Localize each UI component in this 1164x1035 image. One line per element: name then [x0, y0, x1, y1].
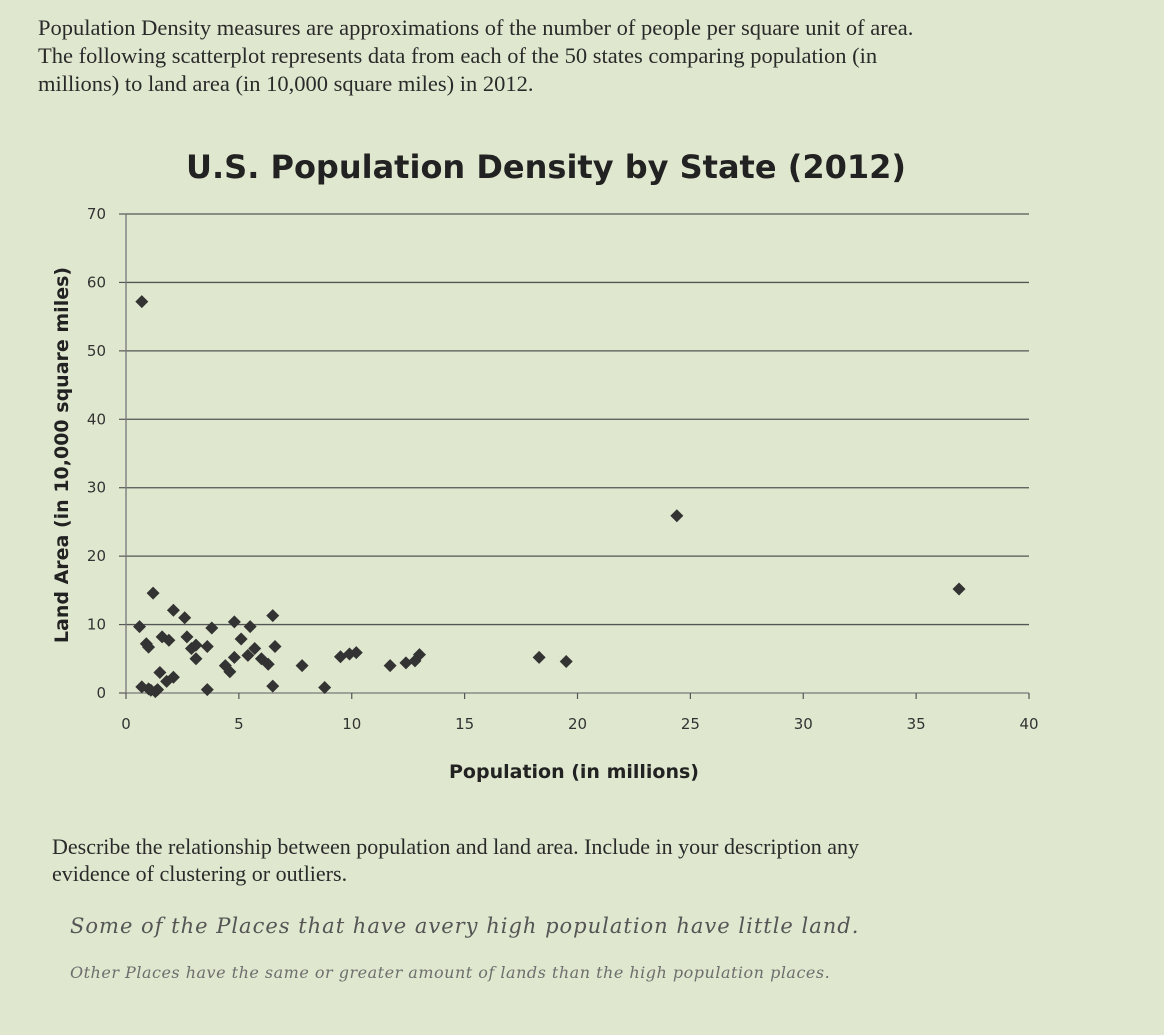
data-point-18 — [180, 630, 194, 644]
data-points — [133, 295, 966, 699]
data-point-22 — [200, 683, 214, 697]
data-point-46 — [412, 648, 426, 662]
x-tick-label-10: 10 — [342, 715, 361, 733]
data-point-38 — [295, 659, 309, 673]
y-axis-title: Land Area (in 10,000 square miles) — [51, 267, 73, 643]
question-text: Describe the relationship between popula… — [52, 833, 1112, 887]
data-point-36 — [266, 609, 280, 623]
data-point-19 — [189, 652, 203, 666]
y-tick-label-60: 60 — [87, 273, 106, 291]
data-point-2 — [133, 620, 147, 634]
y-tick-label-0: 0 — [96, 684, 106, 702]
y-tick-label-40: 40 — [87, 410, 106, 428]
data-point-17 — [178, 611, 192, 625]
data-point-42 — [349, 646, 363, 660]
x-tick-label-5: 5 — [234, 715, 244, 733]
data-point-10 — [144, 683, 158, 697]
data-point-28 — [227, 615, 241, 629]
x-tick-label-15: 15 — [455, 715, 474, 733]
data-point-39 — [318, 681, 332, 695]
data-point-48 — [559, 655, 573, 669]
handwritten-answer-line-1: Some of the Places that have avery high … — [70, 914, 860, 938]
data-point-4 — [142, 640, 156, 654]
y-tick-label-10: 10 — [87, 616, 106, 634]
y-tick-labels: 0 10 20 30 40 50 60 70 — [87, 205, 106, 702]
data-point-5 — [146, 586, 160, 600]
data-point-15 — [166, 670, 180, 684]
data-point-11 — [153, 665, 167, 679]
intro-line-3: millions) to land area (in 10,000 square… — [38, 71, 534, 96]
data-point-24 — [205, 621, 219, 635]
intro-line-1: Population Density measures are approxim… — [38, 15, 914, 40]
data-point-37 — [268, 639, 282, 653]
data-point-31 — [243, 620, 257, 634]
data-point-13 — [162, 633, 176, 647]
data-point-50 — [952, 582, 966, 596]
chart-title: U.S. Population Density by State (2012) — [186, 148, 906, 186]
data-point-34 — [261, 657, 275, 671]
intro-text: Population Density measures are approxim… — [38, 14, 1118, 98]
data-point-43 — [383, 659, 397, 673]
x-tick-label-30: 30 — [794, 715, 813, 733]
y-tick-label-70: 70 — [87, 205, 106, 223]
x-tick-label-40: 40 — [1019, 715, 1038, 733]
gridlines — [126, 213, 1029, 626]
data-point-16 — [166, 603, 180, 617]
data-point-44 — [399, 656, 413, 670]
data-point-27 — [227, 650, 241, 664]
handwritten-answer-line-2: Other Places have the same or greater am… — [70, 963, 831, 982]
data-point-35 — [266, 679, 280, 693]
data-point-26 — [223, 665, 237, 679]
y-tick-label-20: 20 — [87, 547, 106, 565]
x-tick-labels: 0 5 10 15 20 25 30 35 40 — [121, 715, 1038, 733]
data-point-47 — [532, 650, 546, 664]
y-tick-label-30: 30 — [87, 479, 106, 497]
x-axis-title: Population (in millions) — [449, 761, 699, 783]
question-line-1: Describe the relationship between popula… — [52, 834, 860, 859]
y-tick-label-50: 50 — [87, 342, 106, 360]
data-point-29 — [234, 632, 248, 646]
data-point-49 — [670, 509, 684, 523]
x-tick-label-35: 35 — [907, 715, 926, 733]
x-tick-label-25: 25 — [681, 715, 700, 733]
data-point-1 — [135, 295, 149, 309]
data-point-21 — [189, 638, 203, 652]
data-point-30 — [241, 648, 255, 662]
intro-line-2: The following scatterplot represents dat… — [38, 43, 878, 68]
x-tick-label-0: 0 — [121, 715, 131, 733]
scatter-chart: 0 10 20 30 40 50 60 70 0 5 10 15 20 25 30 35 40 Land Ar… — [51, 205, 1039, 783]
data-point-23 — [200, 639, 214, 653]
axes — [119, 213, 1030, 699]
question-line-2: evidence of clustering or outliers. — [52, 861, 348, 886]
x-tick-label-20: 20 — [568, 715, 587, 733]
data-point-32 — [248, 642, 262, 656]
